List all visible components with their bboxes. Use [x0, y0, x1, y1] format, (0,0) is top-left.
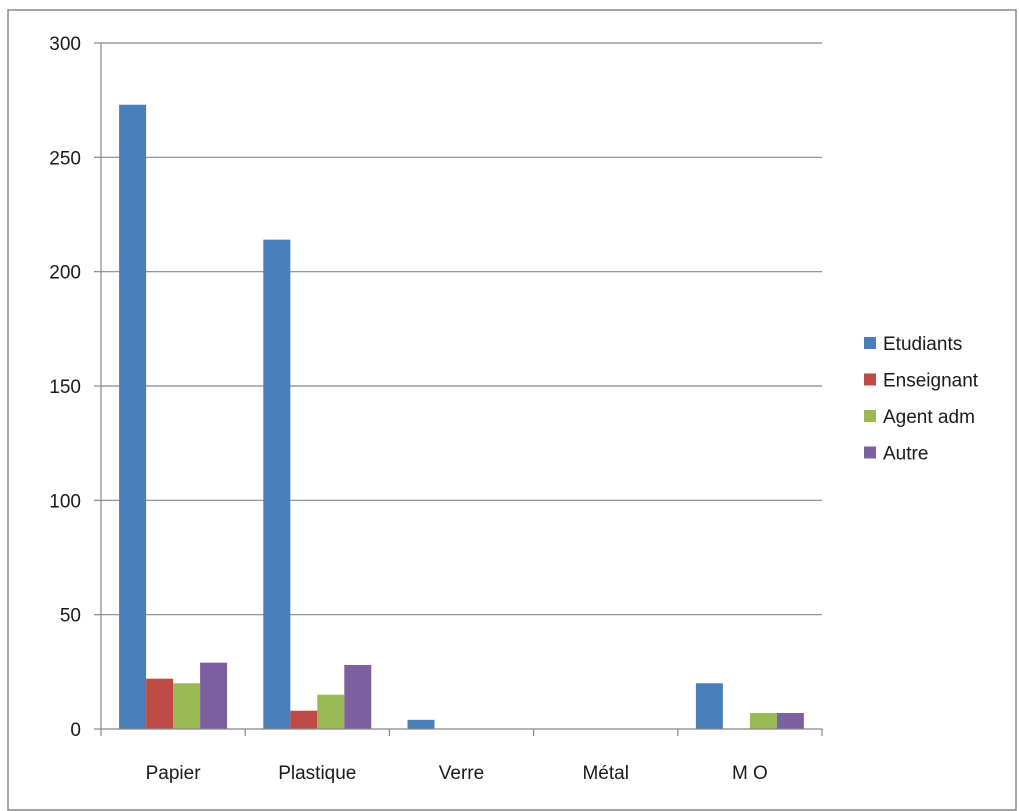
x-tick-label: Plastique [278, 763, 356, 784]
bar-etudiants [119, 105, 146, 729]
legend-label: Etudiants [883, 334, 962, 355]
x-tick-label: Métal [582, 763, 628, 784]
legend-swatch [864, 410, 876, 422]
legend-label: Agent adm [883, 407, 975, 428]
x-tick-label: M O [732, 763, 768, 784]
legend-swatch [864, 447, 876, 459]
bar-autre [344, 665, 371, 729]
legend-label: Enseignant [883, 371, 979, 392]
bar-enseignant [146, 679, 173, 729]
y-tick-label: 150 [49, 377, 81, 398]
bar-etudiants [696, 683, 723, 729]
y-tick-label: 50 [60, 606, 81, 627]
y-tick-label: 250 [49, 148, 81, 169]
bar-etudiants [408, 720, 435, 729]
legend-swatch [864, 374, 876, 386]
legend-swatch [864, 337, 876, 349]
x-tick-label: Papier [146, 763, 202, 784]
legend-label: Autre [883, 444, 928, 465]
bar-autre [777, 713, 804, 729]
bar-enseignant [290, 711, 317, 729]
y-tick-label: 200 [49, 263, 81, 284]
bar-etudiants [263, 240, 290, 729]
bar-autre [200, 663, 227, 729]
x-tick-label: Verre [439, 763, 484, 784]
bar-agent-adm [173, 683, 200, 729]
bar-agent-adm [750, 713, 777, 729]
y-tick-label: 0 [70, 720, 81, 741]
y-tick-label: 100 [49, 491, 81, 512]
bar-agent-adm [317, 695, 344, 729]
y-tick-label: 300 [49, 34, 81, 55]
